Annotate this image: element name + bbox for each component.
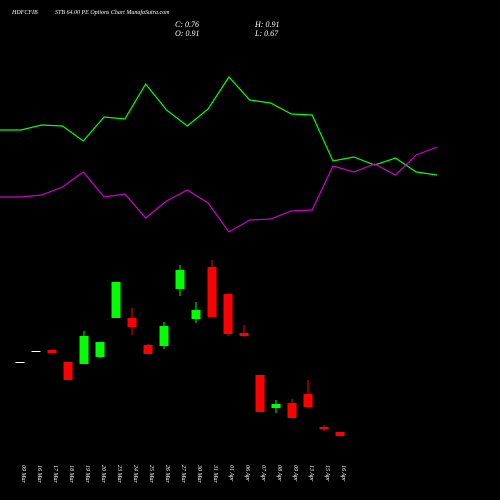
x-tick-label: 30 Mar: [196, 464, 202, 483]
chart-title: HDFCFIB: [11, 10, 38, 16]
x-tick-label: 15 Apr: [324, 465, 330, 482]
candle-body: [287, 403, 297, 418]
candle-body: [175, 270, 185, 289]
candle-body: [191, 310, 201, 319]
x-tick-label: 31 Mar: [212, 464, 218, 483]
candle-body: [47, 350, 57, 353]
candle-body: [15, 362, 25, 363]
candle-body: [159, 326, 169, 346]
candle-body: [223, 294, 233, 334]
candle-body: [319, 427, 329, 429]
candle-body: [79, 336, 89, 364]
x-tick-label: 20 Mar: [100, 465, 106, 483]
ohlc-label: C: 0.76: [175, 20, 199, 29]
candle-body: [95, 342, 105, 357]
candle-body: [303, 394, 313, 407]
x-tick-label: 27 Mar: [180, 465, 186, 483]
candle-body: [31, 351, 41, 352]
candle-body: [63, 362, 73, 380]
candle-body: [335, 432, 345, 436]
ohlc-label: O: 0.91: [175, 29, 199, 38]
candle-body: [111, 282, 121, 318]
x-tick-label: 18 Mar: [68, 465, 74, 483]
x-tick-label: 19 Mar: [84, 465, 90, 483]
candle-body: [255, 375, 265, 412]
x-tick-label: 17 Mar: [52, 465, 58, 483]
ohlc-label: L: 0.67: [254, 29, 279, 38]
candle-body: [127, 318, 137, 327]
x-tick-label: 09 Mar: [20, 465, 26, 483]
candle-body: [207, 267, 217, 317]
candle-body: [143, 345, 153, 354]
x-tick-label: 16 Mar: [36, 465, 42, 483]
x-tick-label: 13 Apr: [308, 465, 314, 482]
ohlc-label: H: 0.91: [254, 20, 279, 29]
indicator-line: [0, 146, 438, 233]
x-tick-label: 07 Apr: [260, 465, 266, 482]
x-tick-label: 23 Mar: [116, 465, 122, 483]
x-tick-label: 01 Apr: [228, 465, 234, 482]
candle-body: [271, 404, 281, 408]
x-tick-label: 06 Apr: [244, 465, 250, 482]
candle-body: [239, 333, 249, 336]
x-tick-label: 08 Apr: [276, 465, 282, 482]
x-tick-label: 09 Apr: [292, 465, 298, 482]
x-tick-label: 25 Mar: [148, 465, 154, 483]
x-tick-label: 24 Mar: [132, 465, 139, 483]
chart-subtitle: STB 64.00 PE Options Chart MunafaSutra.c…: [55, 9, 170, 16]
x-tick-label: 16 Apr: [340, 465, 346, 482]
indicator-line: [0, 76, 438, 176]
x-tick-label: 26 Mar: [164, 465, 170, 483]
